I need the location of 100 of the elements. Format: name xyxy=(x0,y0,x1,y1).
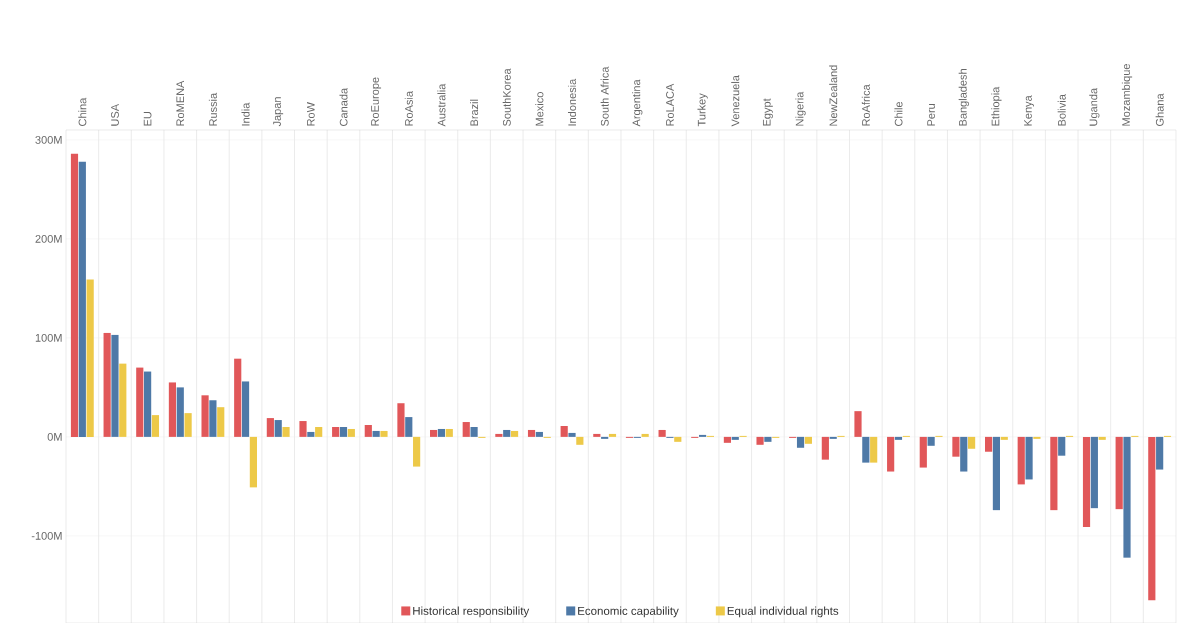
bar xyxy=(1090,436,1098,509)
bar xyxy=(372,430,380,437)
x-tick-label: Turkey xyxy=(697,93,708,127)
bar xyxy=(307,431,315,437)
x-tick-label: Chile xyxy=(894,101,903,126)
x-tick-label: USA xyxy=(111,103,119,126)
x-tick-label: Egypt xyxy=(762,98,773,126)
bar xyxy=(1058,436,1066,456)
bar xyxy=(862,436,870,463)
bar xyxy=(201,395,209,437)
bar xyxy=(266,418,274,437)
x-tick-label: RoLACA xyxy=(666,83,674,126)
bar xyxy=(992,436,1001,511)
bar xyxy=(568,432,576,437)
legend-label: Equal individual rights xyxy=(727,606,839,618)
x-tick-label: RoAsia xyxy=(404,91,413,126)
bar xyxy=(674,436,682,442)
bar xyxy=(1115,436,1123,510)
bar xyxy=(397,403,405,437)
bar xyxy=(1017,436,1025,485)
y-tick-label: 0M xyxy=(47,432,62,441)
bar xyxy=(437,428,446,437)
bar xyxy=(136,367,144,437)
x-tick-label: RoW xyxy=(307,102,315,126)
bar xyxy=(347,428,355,437)
bar xyxy=(119,363,127,437)
bar xyxy=(927,436,935,446)
bar xyxy=(887,436,895,472)
bar xyxy=(241,381,250,437)
bar xyxy=(731,436,739,440)
legend-label: Economic capability xyxy=(578,606,679,618)
bar xyxy=(495,433,503,437)
x-tick-label: RoEurope xyxy=(371,77,382,126)
legend-label: Historical responsibility xyxy=(413,606,530,618)
x-tick-label: South Africa xyxy=(600,66,609,126)
bar xyxy=(560,426,568,437)
bar xyxy=(413,436,421,467)
bar xyxy=(960,436,968,472)
x-tick-label: Argentina xyxy=(632,79,643,127)
bar xyxy=(535,431,543,437)
bar xyxy=(608,433,617,437)
y-tick-label: 300M xyxy=(35,135,62,144)
bar xyxy=(503,429,511,437)
x-tick-label: China xyxy=(78,97,87,126)
bar xyxy=(111,334,119,437)
bar xyxy=(70,153,79,437)
bar xyxy=(952,436,960,457)
x-tick-label: SouthKorea xyxy=(502,68,511,126)
y-tick-label: -100M xyxy=(31,531,62,540)
bar xyxy=(445,428,453,437)
bar xyxy=(299,421,307,437)
x-tick-label: RoAfrica xyxy=(861,84,870,126)
bar xyxy=(1148,436,1156,601)
y-tick-label: 100M xyxy=(35,333,62,342)
x-tick-label: India xyxy=(241,102,250,126)
bar xyxy=(527,429,536,437)
bar xyxy=(217,407,225,437)
x-tick-label: Japan xyxy=(273,97,284,127)
bar xyxy=(821,436,829,460)
x-tick-label: Nigeria xyxy=(795,91,806,126)
bar xyxy=(1025,436,1033,480)
bar xyxy=(919,436,927,468)
x-tick-label: Bangladesh xyxy=(958,69,969,126)
bar xyxy=(870,436,878,463)
x-tick-label: Peru xyxy=(927,103,935,126)
x-tick-label: Indonesia xyxy=(567,78,577,126)
x-tick-label: Bolivia xyxy=(1057,94,1066,126)
x-tick-label: RoMENA xyxy=(176,80,185,126)
bar xyxy=(894,436,903,440)
bar xyxy=(364,425,372,437)
bar xyxy=(144,371,152,437)
bar xyxy=(339,426,348,437)
x-tick-label: EU xyxy=(143,112,152,126)
bar xyxy=(103,332,111,437)
bar xyxy=(86,279,94,437)
bar xyxy=(184,413,192,437)
bar xyxy=(854,411,862,437)
x-tick-label: Australia xyxy=(437,83,446,127)
bar xyxy=(641,433,649,437)
bar xyxy=(593,433,601,437)
bar xyxy=(405,417,413,437)
x-tick-label: Canada xyxy=(339,87,348,126)
x-tick-label: Uganda xyxy=(1089,87,1100,126)
x-tick-label: Ethiopia xyxy=(991,86,1002,126)
bar xyxy=(430,429,438,437)
bar xyxy=(984,436,993,452)
bar xyxy=(234,358,242,437)
bar xyxy=(282,426,290,437)
bar xyxy=(1123,436,1131,558)
bar xyxy=(796,436,805,448)
bar xyxy=(1082,436,1091,527)
bar xyxy=(576,436,584,445)
bar xyxy=(510,430,519,437)
bar xyxy=(756,436,764,445)
bar xyxy=(1156,436,1164,470)
bar xyxy=(332,426,340,437)
bar xyxy=(968,436,976,449)
x-tick-label: Kenya xyxy=(1024,95,1034,126)
x-tick-label: Russia xyxy=(208,92,217,126)
x-tick-label: Mozambique xyxy=(1121,64,1133,126)
